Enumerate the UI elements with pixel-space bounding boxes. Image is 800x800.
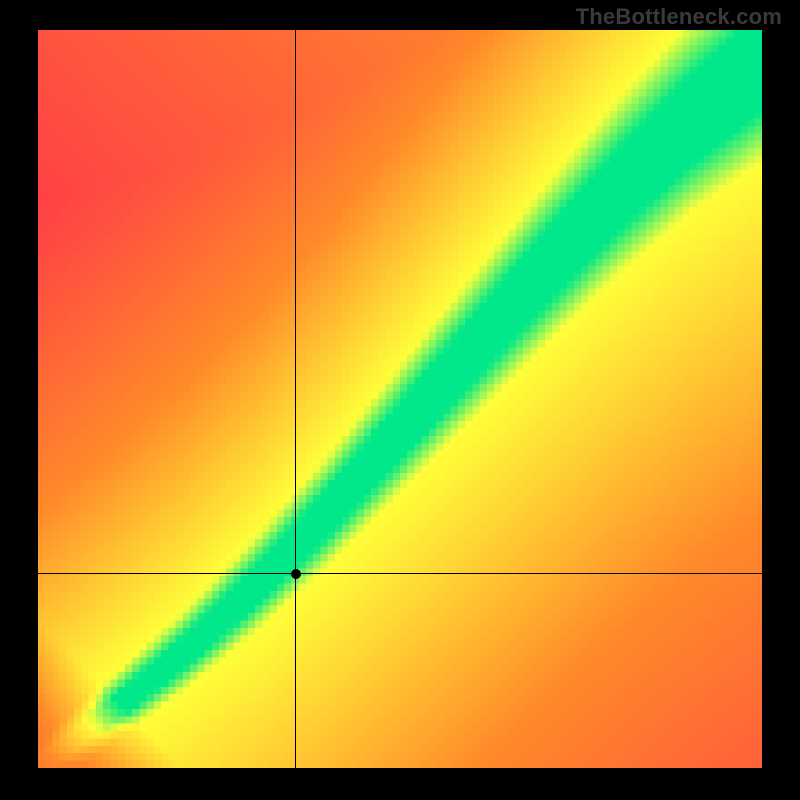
chart-container: TheBottleneck.com: [0, 0, 800, 800]
plot-area: [38, 30, 762, 768]
marker-dot: [291, 569, 301, 579]
crosshair-vertical: [295, 30, 296, 768]
watermark-text: TheBottleneck.com: [576, 4, 782, 30]
crosshair-horizontal: [38, 573, 762, 574]
heatmap-canvas: [38, 30, 762, 768]
